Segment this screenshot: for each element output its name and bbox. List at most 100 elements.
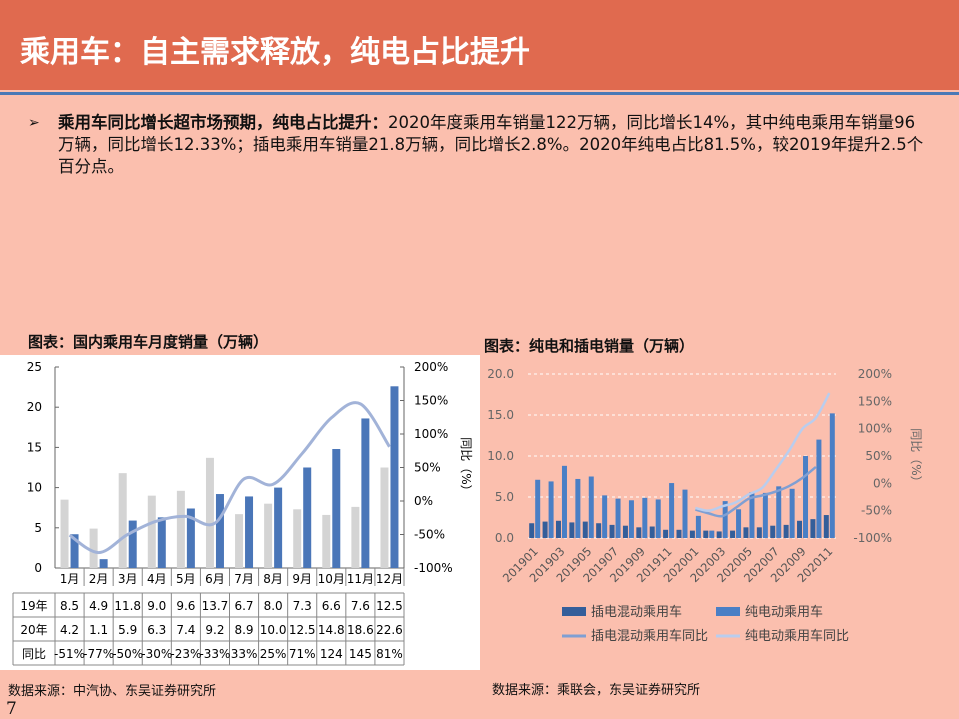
table-cell: 7.6 xyxy=(351,599,370,613)
bar-2019 xyxy=(380,467,389,568)
header-bar: 乘用车：自主需求释放，纯电占比提升 xyxy=(0,0,959,90)
table-cell: 4.9 xyxy=(89,599,108,613)
bar-bev xyxy=(749,492,755,538)
right-chart-title: 图表：纯电和插电销量（万辆） xyxy=(484,337,695,355)
legend-swatch xyxy=(716,607,740,616)
bar-phev xyxy=(596,523,602,538)
bar-2019 xyxy=(264,503,273,568)
bar-bev xyxy=(655,499,661,538)
bar-2019 xyxy=(60,499,69,568)
bar-2019 xyxy=(322,514,331,568)
table-cell: 6.6 xyxy=(322,599,341,613)
y2-tick-label: -100% xyxy=(414,561,453,575)
bar-phev xyxy=(529,523,535,538)
bar-2019 xyxy=(235,514,244,568)
y2-tick-label: 50% xyxy=(865,449,892,463)
table-cell: 4.2 xyxy=(60,623,79,637)
bar-phev xyxy=(636,527,642,538)
bar-bev xyxy=(776,486,782,538)
table-cell: 71% xyxy=(289,647,316,661)
y2-tick-label: 0% xyxy=(414,494,433,508)
bar-bev xyxy=(602,495,608,538)
yoy-line xyxy=(68,401,391,555)
table-cell: -51% xyxy=(54,647,85,661)
bar-phev xyxy=(783,524,789,538)
bar-phev xyxy=(770,525,776,538)
right-chart-source: 数据来源：乘联会，东吴证券研究所 xyxy=(492,683,701,698)
x-tick-label: 11月 xyxy=(347,572,374,586)
y2-tick-label: 200% xyxy=(414,360,448,374)
bar-2020 xyxy=(215,494,224,568)
bar-2020 xyxy=(99,559,108,568)
y-tick-label: 20 xyxy=(27,400,42,414)
bar-bev xyxy=(575,478,581,538)
x-tick-label: 7月 xyxy=(234,572,254,586)
legend-label: 插电混动乘用车同比 xyxy=(591,628,708,644)
bar-2019 xyxy=(147,495,156,568)
bar-bev xyxy=(642,497,648,538)
y2-tick-label: -50% xyxy=(861,504,892,518)
monthly-sales-chart: 0 5 10 15 20 25 -100% -50% 0% 50% 100% 150% 200% 同比（%… xyxy=(12,360,473,666)
table-cell: 10.0 xyxy=(260,623,287,637)
y2-tick-label: 50% xyxy=(414,461,441,475)
y2-axis-title: 同比（%） xyxy=(909,428,923,487)
x-tick-label: 3月 xyxy=(118,572,138,586)
table-cell: 25% xyxy=(260,647,287,661)
ev-phev-sales-chart: 0.0 5.0 10.0 15.0 20.0 -100% -50% 0% 50% 100% 150%… xyxy=(487,367,923,644)
bar-bev xyxy=(669,483,675,538)
bar-bev xyxy=(628,500,634,538)
bar-2020 xyxy=(303,467,312,568)
table-cell: 22.6 xyxy=(376,623,403,637)
table-cell: 12.5 xyxy=(376,599,403,613)
bar-phev xyxy=(689,530,695,538)
y-tick-label: 20.0 xyxy=(487,367,514,381)
bar-bev xyxy=(762,492,768,538)
y2-tick-label: 200% xyxy=(858,367,892,381)
table-cell: 33% xyxy=(231,647,258,661)
table-cell: 11.8 xyxy=(114,599,141,613)
table-cell: 18.6 xyxy=(347,623,374,637)
table-cell: 14.8 xyxy=(318,623,345,637)
bar-bev xyxy=(722,501,728,538)
bar-bev xyxy=(695,515,701,538)
legend-swatch xyxy=(562,607,586,616)
table-row-label: 20年 xyxy=(20,623,47,637)
x-tick-label: 5月 xyxy=(176,572,196,586)
bar-bev xyxy=(789,488,795,538)
bev-yoy-line xyxy=(695,392,831,512)
y2-tick-label: 0% xyxy=(873,476,892,490)
bar-bev xyxy=(548,481,554,538)
table-cell: -50% xyxy=(112,647,143,661)
bar-phev xyxy=(542,521,548,538)
bar-bev xyxy=(588,476,594,538)
y-tick-label: 10.0 xyxy=(487,449,514,463)
y2-tick-label: -100% xyxy=(853,531,892,545)
table-cell: -77% xyxy=(83,647,114,661)
table-cell: 1.1 xyxy=(89,623,108,637)
y-tick-label: 15.0 xyxy=(487,408,514,422)
y2-tick-label: 150% xyxy=(858,394,892,408)
table-cell: 12.5 xyxy=(289,623,316,637)
y-tick-label: 10 xyxy=(27,481,42,495)
bar-phev xyxy=(716,531,722,538)
header-divider xyxy=(0,92,959,95)
table-cell: 8.5 xyxy=(60,599,79,613)
y2-tick-label: -50% xyxy=(414,528,445,542)
page-number: 7 xyxy=(6,699,17,719)
phev-yoy-line xyxy=(695,465,817,518)
bar-phev xyxy=(649,526,655,538)
bar-bev xyxy=(682,489,688,538)
y2-axis-title: 同比（%） xyxy=(459,437,473,496)
bar-bev xyxy=(615,498,621,538)
bar-2019 xyxy=(89,528,98,568)
bar-2020 xyxy=(361,418,370,568)
bar-phev xyxy=(663,529,669,538)
bar-phev xyxy=(703,530,709,538)
y-tick-label: 0.0 xyxy=(495,531,514,545)
bar-phev xyxy=(756,527,762,538)
bar-bev xyxy=(829,413,835,538)
bar-phev xyxy=(730,530,736,538)
table-cell: 5.9 xyxy=(118,623,137,637)
table-cell: 8.9 xyxy=(234,623,253,637)
x-tick-label: 10月 xyxy=(318,572,345,586)
